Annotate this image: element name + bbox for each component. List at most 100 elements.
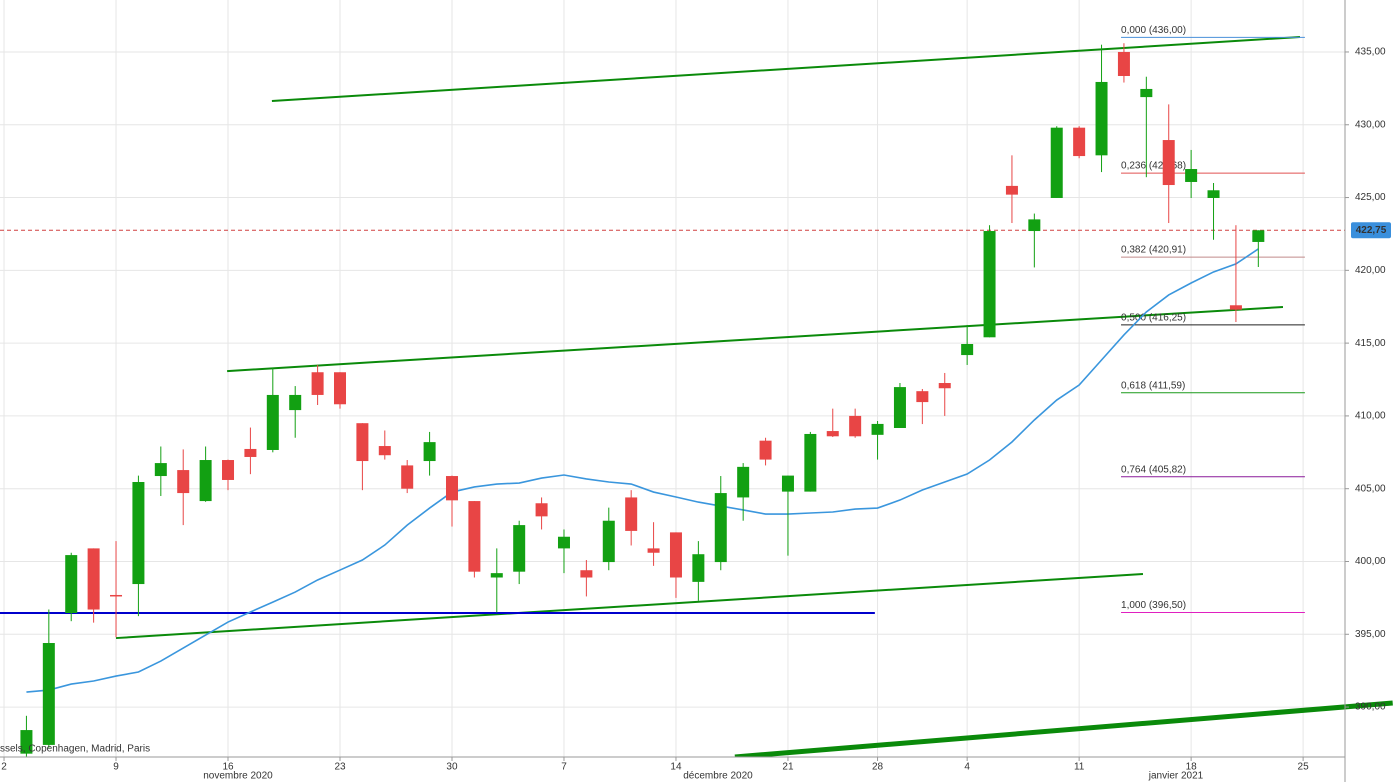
y-tick-label: 430,00	[1355, 119, 1386, 130]
candle-body	[1028, 219, 1041, 232]
x-tick-label: 9	[113, 762, 119, 773]
candle-body	[938, 383, 951, 389]
candle-body	[602, 520, 615, 563]
candle-body	[445, 476, 458, 501]
candle-body	[893, 387, 906, 428]
candle-body	[42, 643, 55, 745]
candle-body	[983, 231, 996, 338]
candle-body	[289, 394, 302, 411]
x-tick-label: 25	[1298, 762, 1310, 773]
y-tick-label: 425,00	[1355, 192, 1386, 203]
moving-average	[26, 248, 1259, 693]
candle-body	[1095, 81, 1108, 156]
candle-body	[692, 554, 705, 582]
trendline	[115, 573, 1144, 640]
candle-body	[781, 475, 794, 492]
candle-body	[334, 372, 347, 405]
candle-body	[1162, 140, 1175, 186]
candle-body	[1005, 185, 1018, 195]
fib-label: 0,000 (436,00)	[1121, 25, 1186, 36]
candle-body	[961, 343, 974, 356]
candle-body	[580, 570, 593, 578]
x-tick-label: 2	[1, 762, 7, 773]
x-tick-label: 30	[446, 762, 458, 773]
candle-body	[423, 442, 436, 462]
candle-body	[714, 493, 727, 563]
month-label: décembre 2020	[683, 771, 753, 782]
candle-body	[244, 448, 257, 457]
candle-body	[65, 555, 78, 614]
exchange-note: ssels, Copenhagen, Madrid, Paris	[0, 744, 150, 755]
candle-body	[647, 548, 660, 553]
candle-body	[87, 548, 100, 610]
candle-body	[804, 433, 817, 492]
last-price-box	[1351, 222, 1391, 239]
candle-body	[669, 532, 682, 578]
candle-body	[222, 460, 235, 480]
candle-body	[513, 525, 526, 572]
candle-body	[916, 391, 929, 403]
candle-body	[1073, 127, 1086, 157]
candle-body	[737, 466, 750, 498]
candle-body	[557, 536, 570, 549]
candle-body	[625, 497, 638, 531]
last-price-label: 422,75	[1356, 225, 1387, 236]
y-tick-label: 415,00	[1355, 338, 1386, 349]
candle-body	[1117, 51, 1130, 76]
candle-body	[871, 423, 884, 435]
candle-body	[849, 415, 862, 437]
candle-body	[468, 501, 481, 572]
trendline	[227, 306, 1284, 373]
x-tick-label: 11	[1074, 762, 1085, 773]
plot-area: 0,000 (436,00) 0,236 (426,68) 0,382 (420,9…	[0, 25, 1393, 757]
candle-body	[1050, 127, 1063, 198]
candle-body	[1207, 190, 1220, 198]
candle-body	[132, 482, 145, 585]
candle-body	[378, 446, 391, 456]
candle-body	[1140, 88, 1153, 98]
fib-label: 0,764 (405,82)	[1121, 464, 1186, 475]
month-label: janvier 2021	[1148, 771, 1204, 782]
x-tick-label: 4	[964, 762, 970, 773]
x-tick-label: 23	[334, 762, 346, 773]
x-tick-label: 28	[872, 762, 884, 773]
candle-body	[535, 503, 548, 517]
y-tick-label: 400,00	[1355, 556, 1386, 567]
candle-body	[401, 465, 414, 489]
candle-body	[154, 463, 167, 477]
candle-body	[1185, 169, 1198, 182]
fib-label: 0,382 (420,91)	[1121, 245, 1186, 256]
y-tick-label: 420,00	[1355, 265, 1386, 276]
candle-body	[1229, 305, 1242, 310]
candle-body	[1252, 230, 1265, 242]
month-label: novembre 2020	[203, 771, 273, 782]
candle-body	[490, 573, 503, 578]
candle-body	[266, 394, 279, 450]
x-tick-label: 7	[561, 762, 567, 773]
candle-body	[20, 730, 33, 754]
x-tick-label: 21	[782, 762, 794, 773]
y-tick-label: 390,00	[1355, 702, 1386, 713]
y-tick-label: 405,00	[1355, 483, 1386, 494]
fib-label: 0,618 (411,59)	[1121, 380, 1185, 391]
y-tick-label: 395,00	[1355, 629, 1386, 640]
x-tick-label: 18	[1186, 762, 1198, 773]
y-tick-label: 410,00	[1355, 411, 1386, 422]
candle-body	[311, 372, 324, 395]
trendline	[271, 35, 1301, 103]
fib-label: 0,236 (426,68)	[1121, 161, 1186, 172]
trendline	[734, 700, 1393, 757]
candle-body	[759, 440, 772, 460]
candle-body	[356, 423, 369, 462]
fib-label: 0,500 (416,25)	[1121, 313, 1186, 324]
candle-body	[177, 470, 190, 494]
x-tick-label: 14	[670, 762, 682, 773]
candle-body	[110, 594, 123, 597]
fib-label: 1,000 (396,50)	[1121, 600, 1186, 611]
x-tick-label: 16	[222, 762, 234, 773]
candle-body	[826, 431, 839, 437]
y-tick-label: 435,00	[1355, 47, 1386, 58]
